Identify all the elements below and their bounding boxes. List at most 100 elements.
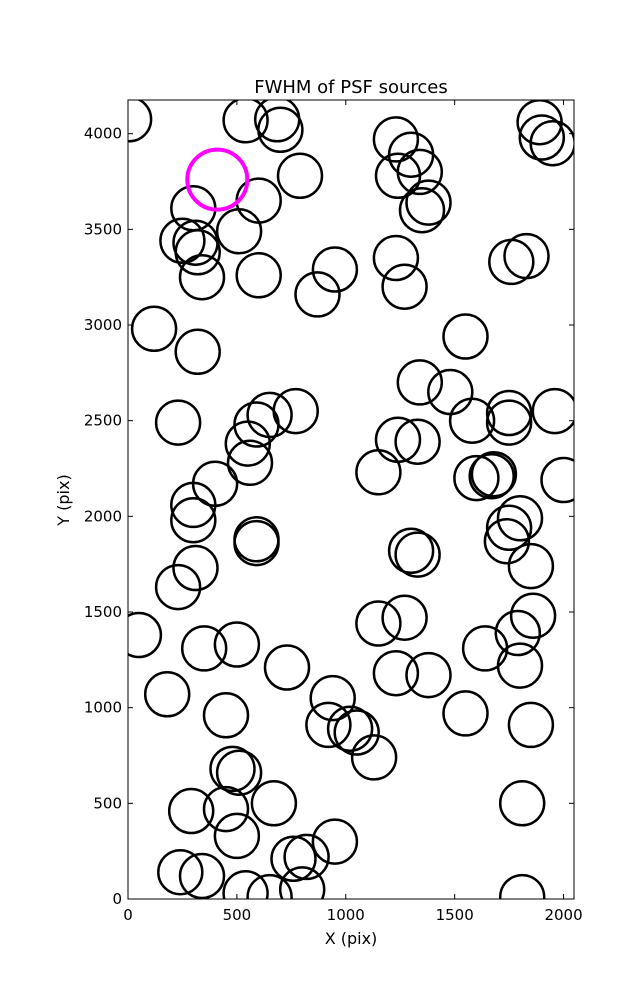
source-marker [396, 359, 444, 406]
source-marker [250, 780, 298, 827]
source-marker [350, 734, 398, 781]
source-marker [374, 152, 422, 200]
source-marker [157, 848, 204, 896]
source-marker [154, 399, 202, 446]
source-marker [381, 263, 428, 310]
source-marker [518, 114, 566, 161]
source-marker [270, 835, 317, 883]
source-marker [257, 106, 304, 154]
y-axis: 0 500 1000 1500 2000 2500 3000 3500 4000 [84, 125, 574, 908]
source-marker [468, 452, 515, 500]
source-marker [226, 439, 274, 487]
source-marker [442, 313, 489, 360]
x-tick-label: 0 [123, 906, 133, 924]
source-marker [276, 152, 324, 200]
source-marker [174, 328, 221, 376]
source-marker [172, 544, 219, 592]
source-marker [394, 418, 441, 465]
x-tick-label: 1500 [436, 906, 474, 924]
source-marker [209, 745, 256, 793]
source-marker [283, 833, 330, 881]
source-marker [233, 516, 280, 563]
source-marker [427, 368, 474, 416]
source-marker [222, 870, 269, 899]
source-marker [372, 234, 420, 282]
source-marker [485, 399, 533, 446]
source-marker [540, 456, 574, 504]
source-marker [311, 246, 359, 293]
y-tick-label: 2000 [84, 507, 122, 525]
x-axis-label: X (pix) [325, 929, 378, 948]
source-marker [202, 692, 250, 739]
source-marker [159, 217, 206, 265]
source-marker [507, 701, 555, 749]
source-marker [235, 252, 282, 299]
y-tick-label: 4000 [84, 125, 122, 143]
source-marker [215, 749, 263, 796]
source-marker [128, 100, 153, 143]
source-marker [178, 852, 226, 899]
source-marker [355, 600, 402, 647]
source-marker [170, 481, 217, 529]
chart-title: FWHM of PSF sources [254, 77, 448, 98]
source-marker [507, 542, 555, 590]
y-tick-label: 500 [93, 794, 122, 812]
source-marker [405, 651, 452, 699]
source-marker [496, 495, 544, 542]
x-tick-label: 2000 [544, 906, 582, 924]
y-axis-label: Y (pix) [54, 474, 73, 526]
source-marker [246, 873, 293, 899]
x-tick-label: 1000 [327, 906, 365, 924]
source-marker [355, 449, 402, 496]
source-marker [174, 229, 221, 276]
source-marker [531, 387, 574, 435]
source-marker [494, 609, 542, 657]
data-markers [128, 100, 574, 899]
source-marker [372, 649, 420, 697]
source-marker [396, 148, 444, 196]
source-marker [215, 208, 263, 255]
source-marker [294, 271, 341, 318]
source-marker [178, 253, 226, 301]
source-marker [509, 592, 557, 640]
source-marker [309, 674, 356, 722]
source-marker [453, 454, 500, 502]
source-marker [387, 527, 435, 575]
source-marker [235, 177, 282, 224]
source-marker [381, 594, 428, 641]
y-tick-label: 1500 [84, 603, 122, 621]
source-marker [167, 787, 215, 835]
source-marker [470, 450, 518, 498]
source-marker [224, 420, 272, 467]
source-marker [143, 671, 191, 718]
source-marker [374, 416, 422, 464]
y-tick-label: 1000 [84, 699, 122, 717]
source-marker [483, 517, 531, 565]
source-marker [529, 119, 574, 167]
source-marker [333, 709, 380, 756]
source-marker [498, 873, 546, 899]
y-tick-label: 2500 [84, 412, 122, 430]
source-marker [180, 625, 228, 672]
source-marker [233, 519, 280, 567]
source-marker [394, 531, 441, 578]
source-marker [128, 611, 163, 659]
source-marker [311, 818, 359, 865]
source-marker [130, 305, 178, 353]
source-marker [503, 232, 550, 280]
y-tick-label: 3500 [84, 220, 122, 238]
x-axis: 0 500 1000 1500 2000 [123, 100, 583, 924]
y-tick-label: 0 [112, 890, 122, 908]
source-marker [272, 387, 319, 435]
source-marker [263, 644, 311, 691]
source-marker [213, 812, 261, 860]
source-marker [278, 866, 326, 899]
x-tick-label: 500 [223, 906, 252, 924]
source-marker [154, 563, 202, 611]
source-marker [448, 397, 496, 444]
source-marker [213, 621, 261, 668]
source-marker [202, 785, 250, 833]
source-marker [485, 504, 533, 552]
source-marker [442, 690, 489, 737]
